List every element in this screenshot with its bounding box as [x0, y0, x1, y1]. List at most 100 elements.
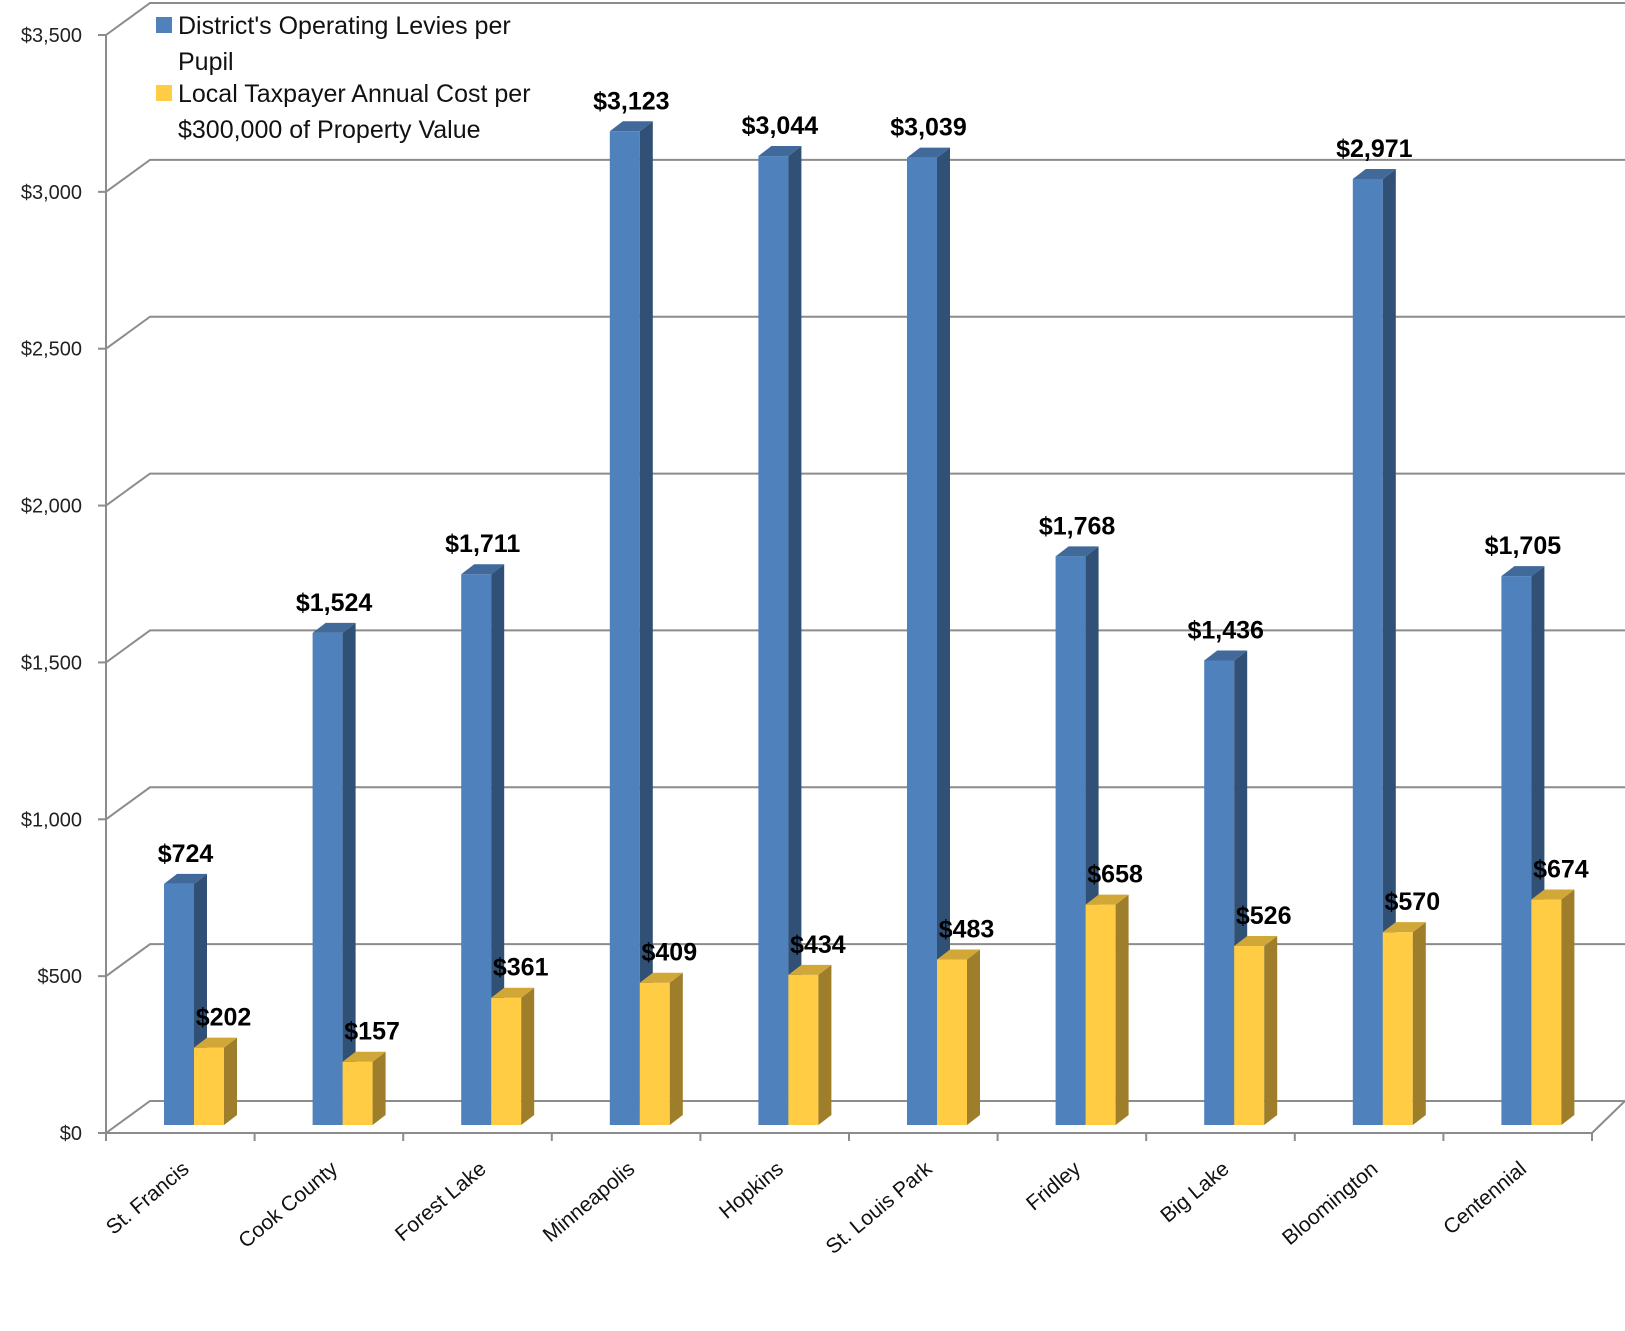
- data-labels: $724 $1,524 $1,711 $3,123 $3,044 $3,039 $1,768…: [158, 87, 1589, 1045]
- y-tick-label: $2,500: [21, 339, 82, 361]
- gridline: [105, 158, 1625, 193]
- gridline: [105, 943, 1625, 977]
- bar-front: [342, 1061, 373, 1125]
- bar-top: [1531, 889, 1575, 900]
- data-label: $1,436: [1187, 617, 1263, 645]
- y-tick-label: $0: [60, 1123, 82, 1145]
- bar: [1352, 168, 1396, 1126]
- legend-label: Local Taxpayer Annual Cost per: [178, 80, 531, 108]
- data-label: $434: [790, 931, 846, 959]
- gridline: [105, 1100, 1625, 1134]
- x-tick-label: Bloomington: [1278, 1157, 1382, 1250]
- bar-top: [1501, 566, 1545, 577]
- bars: [164, 121, 1575, 1126]
- bar-side: [372, 1051, 386, 1125]
- bar-front: [461, 574, 492, 1125]
- bar-front: [1531, 899, 1562, 1125]
- bar: [937, 949, 980, 1125]
- legend-label: $300,000 of Property Value: [178, 116, 481, 144]
- bar-side: [818, 964, 832, 1125]
- x-tick-label: Big Lake: [1156, 1157, 1233, 1227]
- gridline: [105, 786, 1625, 821]
- bar: [491, 987, 535, 1125]
- gridlines: [105, 2, 1625, 1134]
- bar-top: [1352, 168, 1396, 179]
- bar-top: [1382, 922, 1426, 933]
- bar-side: [1264, 935, 1278, 1125]
- bar-side: [788, 146, 802, 1125]
- legend: District's Operating Levies per Pupil Loca…: [156, 12, 531, 144]
- bar-top: [1234, 935, 1278, 946]
- bar-top: [194, 1037, 237, 1048]
- bar-side: [937, 147, 950, 1125]
- data-label: $1,711: [445, 530, 520, 558]
- floor-edge: [1591, 1100, 1625, 1134]
- data-label: $674: [1533, 856, 1589, 884]
- bar: [342, 1051, 386, 1125]
- bar-side: [639, 121, 653, 1126]
- data-label: $202: [196, 1004, 252, 1032]
- bar-side: [1115, 894, 1129, 1125]
- bar-side: [521, 987, 535, 1125]
- bar-top: [639, 972, 683, 983]
- y-tick-label: $3,000: [21, 182, 82, 204]
- bar-front: [907, 157, 937, 1125]
- bar: [194, 1037, 237, 1125]
- bar-side: [224, 1037, 237, 1125]
- bar: [788, 964, 832, 1125]
- data-label: $361: [493, 954, 549, 982]
- bar-front: [491, 997, 522, 1125]
- x-tick-label: St. Louis Park: [822, 1157, 937, 1259]
- legend-swatch: [156, 85, 172, 101]
- data-label: $658: [1087, 861, 1143, 889]
- bar: [1531, 889, 1575, 1125]
- bar-top: [1204, 650, 1248, 661]
- bar-top: [758, 146, 802, 157]
- bar-top: [312, 622, 356, 633]
- bar-top: [907, 147, 950, 158]
- data-label: $1,705: [1485, 532, 1562, 560]
- bar-top: [937, 949, 980, 960]
- bar-front: [1204, 660, 1235, 1125]
- gridline: [105, 472, 1625, 507]
- bar-top: [164, 873, 207, 884]
- y-tick-label: $2,000: [21, 496, 82, 518]
- data-label: $409: [641, 939, 697, 967]
- bar-side: [1382, 168, 1396, 1126]
- y-tick-label: $1,500: [21, 652, 82, 674]
- legend-swatch: [156, 17, 172, 33]
- bar-front: [1382, 932, 1413, 1125]
- bar: [1382, 922, 1426, 1125]
- data-label: $570: [1384, 888, 1440, 916]
- bar-top: [342, 1051, 386, 1062]
- bar-side: [1561, 889, 1575, 1125]
- x-tick-label: Forest Lake: [391, 1157, 491, 1246]
- bar-top: [788, 964, 832, 975]
- bar-front: [639, 982, 670, 1125]
- bar-front: [1234, 945, 1265, 1125]
- bar-front: [937, 959, 967, 1125]
- bar-front: [312, 632, 343, 1125]
- bar-side: [342, 622, 356, 1125]
- gridline: [105, 315, 1625, 350]
- gridline: [105, 2, 1625, 36]
- bar-front: [788, 974, 819, 1125]
- data-label: $157: [344, 1018, 400, 1046]
- bar: [758, 146, 802, 1125]
- data-label: $3,039: [890, 114, 966, 142]
- data-label: $3,044: [742, 112, 819, 140]
- legend-label: Pupil: [178, 48, 234, 76]
- data-label: $1,768: [1039, 512, 1116, 540]
- x-tick-label: Centennial: [1439, 1157, 1531, 1239]
- bar-side: [491, 564, 505, 1125]
- x-tick-label: St. Francis: [102, 1157, 194, 1239]
- x-tick-label: Minneapolis: [539, 1157, 640, 1247]
- bar: [609, 121, 653, 1126]
- bar: [461, 564, 505, 1125]
- data-label: $1,524: [296, 589, 373, 617]
- x-tick-label: Fridley: [1022, 1157, 1085, 1215]
- bar-front: [1501, 576, 1532, 1125]
- x-tick-label: Hopkins: [715, 1157, 788, 1223]
- bar: [639, 972, 683, 1125]
